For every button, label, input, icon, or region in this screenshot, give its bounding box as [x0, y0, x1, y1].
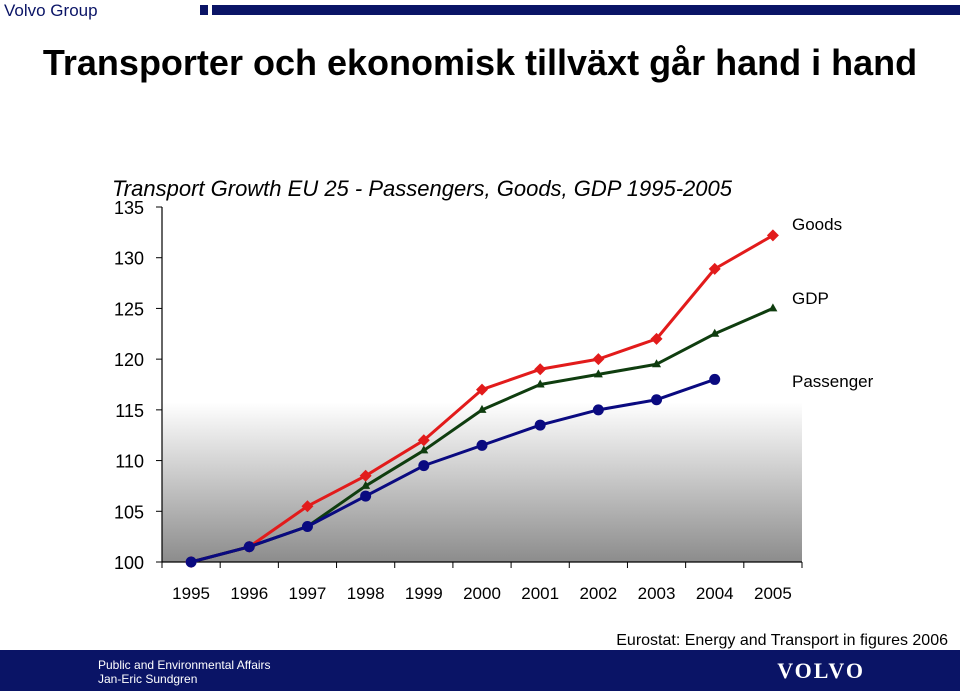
passenger-point: [592, 404, 604, 416]
source-note: Eurostat: Energy and Transport in figure…: [616, 632, 948, 649]
header-block: [200, 5, 208, 15]
goods-point: [417, 434, 430, 447]
passenger-point: [360, 490, 372, 502]
gdp-point: [535, 379, 545, 388]
gdp-point: [710, 328, 720, 337]
goods-point: [534, 363, 547, 376]
goods-point: [708, 262, 721, 275]
goods-point: [301, 500, 314, 513]
passenger-point: [534, 419, 546, 431]
goods-point: [650, 332, 663, 345]
footer-bar: Public and Environmental Affairs Jan-Eri…: [0, 650, 960, 691]
y-tick-label: 135: [114, 198, 144, 218]
x-tick-label: 1996: [230, 584, 268, 603]
goods-point: [592, 353, 605, 366]
gdp-point: [652, 359, 662, 368]
x-tick-label: 2003: [638, 584, 676, 603]
passenger-point: [243, 541, 255, 553]
x-tick-label: 1997: [289, 584, 327, 603]
gdp-point: [593, 369, 603, 378]
top-bar: Volvo Group: [0, 0, 960, 22]
y-tick-label: 130: [114, 249, 144, 269]
goods-point: [476, 383, 488, 396]
passenger-point: [301, 521, 313, 532]
x-tick-label: 2002: [579, 584, 617, 603]
volvo-logo: VOLVO: [777, 658, 865, 683]
passenger-point: [651, 394, 663, 406]
passenger-point: [185, 556, 197, 568]
passenger-series-line: [190, 378, 716, 564]
x-tick-label: 2005: [754, 584, 792, 603]
x-tick-label: 1998: [347, 584, 385, 603]
gdp-series-label: GDP: [792, 289, 829, 308]
goods-series-label: Goods: [792, 215, 842, 234]
passenger-point: [709, 373, 721, 385]
x-tick-label: 1995: [172, 584, 210, 603]
y-tick-label: 110: [115, 452, 144, 472]
footer-department: Public and Environmental Affairs: [98, 658, 271, 672]
gdp-point: [361, 480, 371, 489]
passenger-series-label: Passenger: [792, 372, 874, 391]
y-tick-label: 115: [115, 401, 144, 421]
footer-author: Jan-Eric Sundgren: [98, 672, 198, 686]
goods-point: [766, 229, 779, 242]
y-tick-label: 120: [114, 350, 144, 370]
y-tick-label: 105: [114, 502, 144, 522]
goods-point: [359, 469, 372, 482]
slide-title: Transporter och ekonomisk tillväxt går h…: [42, 42, 918, 83]
brand-name: Volvo Group: [4, 1, 98, 20]
passenger-point: [418, 460, 430, 472]
x-tick-label: 2000: [463, 584, 501, 603]
gdp-point: [477, 404, 487, 413]
y-tick-label: 125: [114, 299, 144, 319]
header-rule: [212, 5, 960, 15]
chart-title: Transport Growth EU 25 - Passengers, Goo…: [112, 176, 732, 201]
gdp-point: [419, 445, 429, 454]
x-tick-label: 2001: [521, 584, 559, 603]
passenger-point: [476, 439, 488, 451]
gdp-point: [768, 303, 778, 312]
y-tick-label: 100: [114, 553, 144, 573]
x-tick-label: 1999: [405, 584, 443, 603]
x-tick-label: 2004: [696, 584, 734, 603]
